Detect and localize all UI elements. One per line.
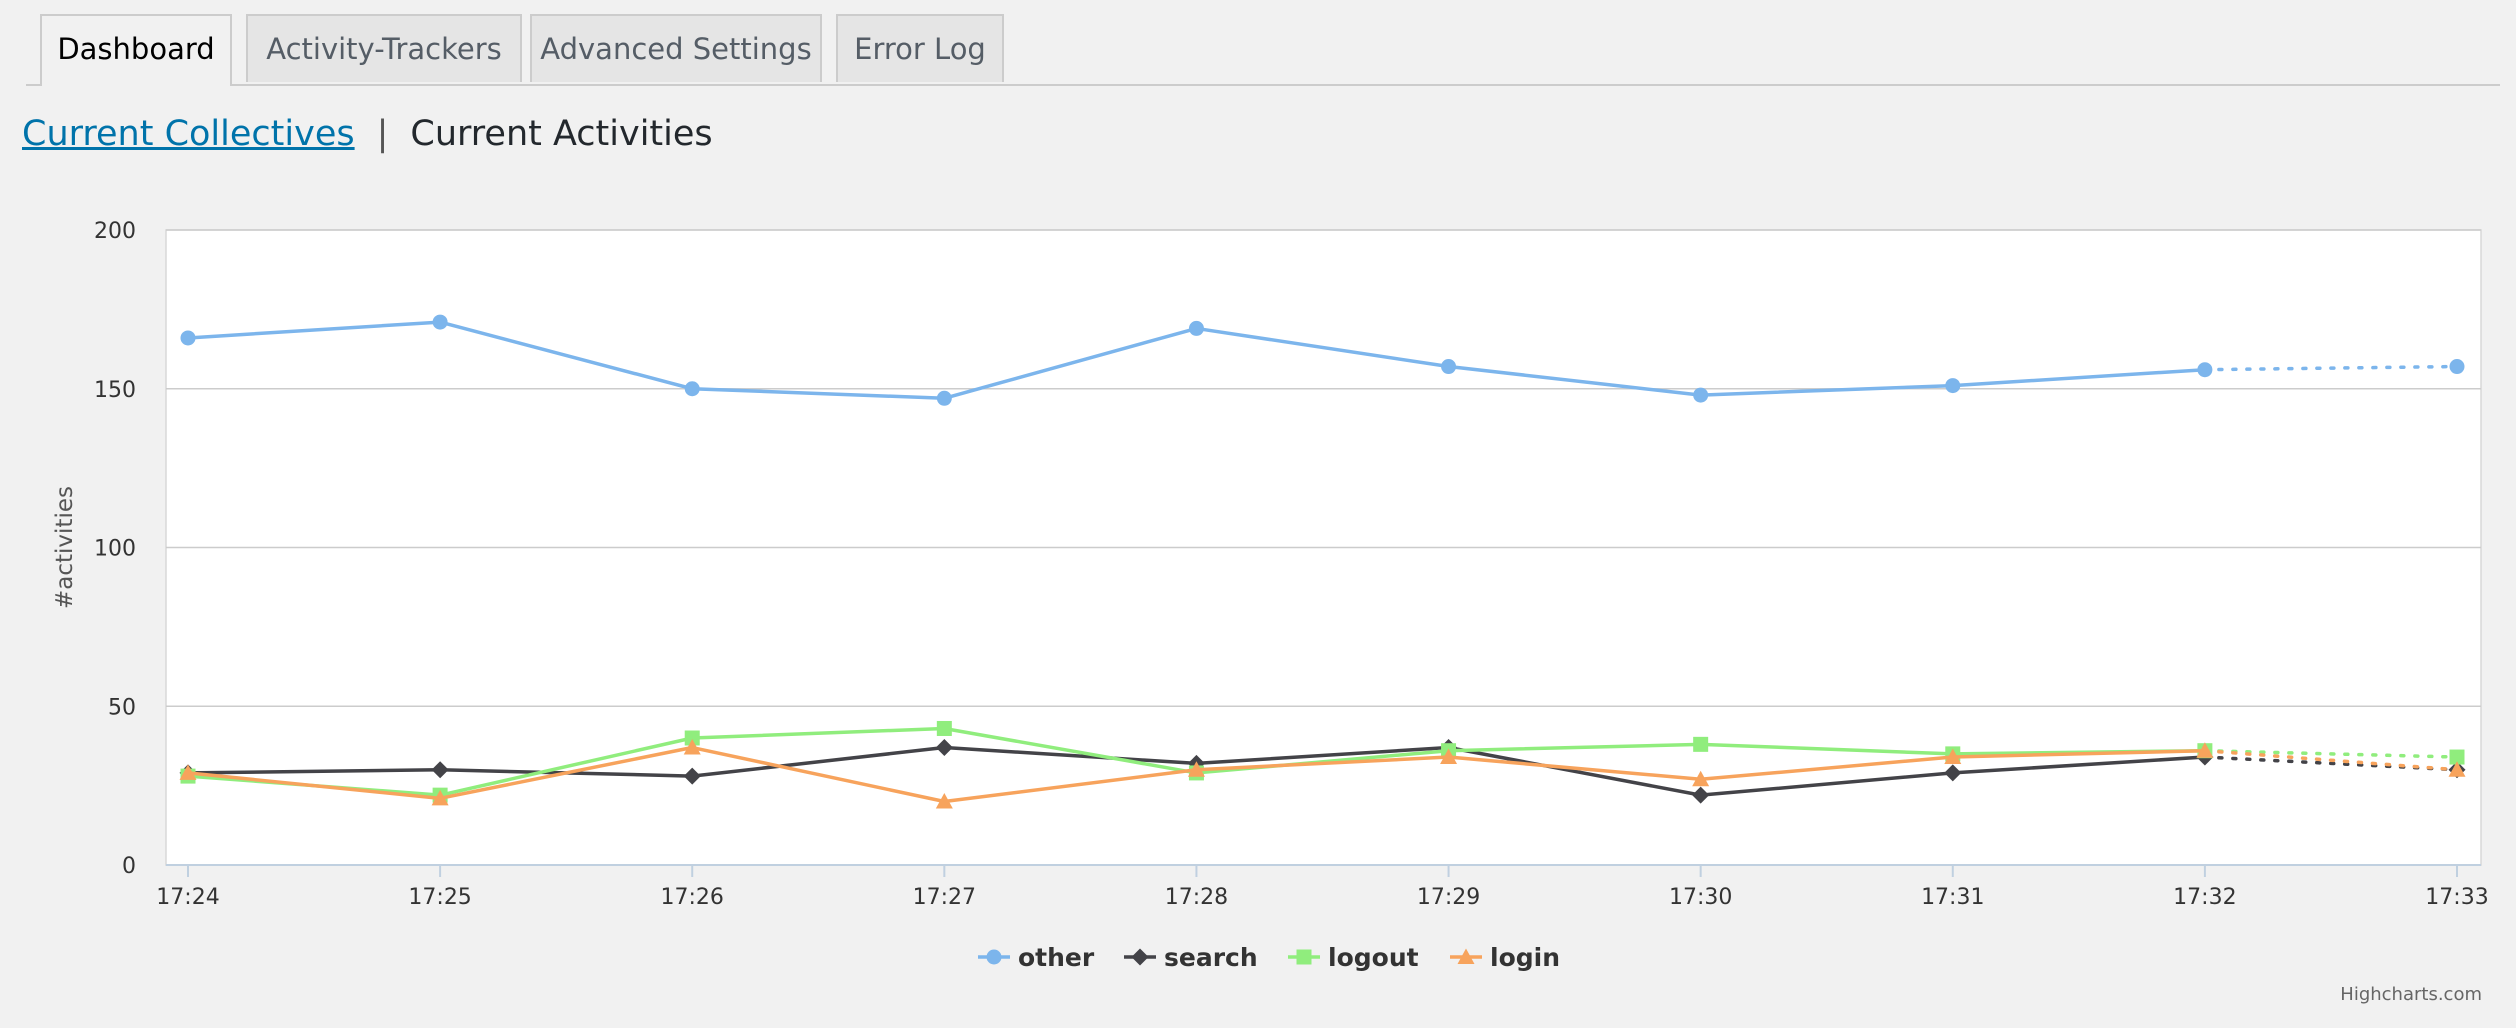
data-point-search — [683, 767, 701, 785]
x-tick-label: 17:32 — [2173, 885, 2236, 910]
y-tick-label: 150 — [94, 378, 136, 403]
data-point-logout — [2449, 749, 2465, 765]
data-point-other — [180, 330, 196, 346]
tab-advanced-settings[interactable]: Advanced Settings — [530, 14, 822, 82]
data-point-login — [431, 789, 449, 806]
y-tick-label: 100 — [94, 537, 136, 562]
x-tick-label: 17:27 — [913, 885, 976, 910]
legend-symbol — [1457, 948, 1475, 964]
tab-dashboard[interactable]: Dashboard — [40, 14, 232, 86]
data-point-other — [1441, 359, 1457, 375]
series-dotted-segment-other — [2203, 364, 2459, 372]
legend-item-search: search — [1124, 943, 1258, 972]
current-collectives-link[interactable]: Current Collectives — [22, 114, 355, 154]
data-point-login — [1440, 748, 1458, 765]
x-tick-label: 17:28 — [1165, 885, 1228, 910]
data-point-login — [2196, 742, 2214, 758]
legend-label-search: search — [1164, 943, 1258, 972]
data-point-logout — [1693, 736, 1709, 752]
current-activities-label: Current Activities — [410, 114, 713, 154]
data-point-login — [179, 764, 197, 780]
tab-activity-trackers[interactable]: Activity-Trackers — [246, 14, 522, 82]
series-login — [179, 739, 2466, 809]
data-point-search — [1944, 764, 1962, 782]
legend-symbol — [1296, 949, 1312, 965]
data-point-login — [1944, 748, 1962, 765]
series-dotted-segment-login — [2203, 748, 2459, 772]
x-tick-label: 17:24 — [156, 885, 219, 910]
legend-label-other: other — [1018, 943, 1095, 972]
x-tick-label: 17:31 — [1921, 885, 1984, 910]
data-point-login — [1187, 761, 1205, 777]
data-point-other — [1945, 378, 1961, 394]
data-point-other — [684, 381, 700, 397]
x-tick-label: 17:30 — [1669, 885, 1732, 910]
series-dotted-segment-logout — [2203, 748, 2459, 759]
legend-label-logout: logout — [1328, 943, 1419, 972]
data-point-search — [935, 739, 953, 757]
x-tick-label: 17:33 — [2425, 885, 2488, 910]
data-point-login — [683, 739, 701, 755]
x-tick-label: 17:26 — [661, 885, 724, 910]
legend-symbol — [986, 949, 1002, 965]
data-point-logout — [936, 720, 952, 736]
y-tick-label: 50 — [108, 695, 136, 720]
y-tick-label: 0 — [122, 854, 136, 879]
data-point-search — [1692, 786, 1710, 804]
legend-label-login: login — [1490, 943, 1560, 972]
legend-item-login: login — [1450, 943, 1560, 972]
data-point-other — [936, 390, 952, 406]
data-point-other — [2449, 359, 2465, 375]
tab-bar: Dashboard Activity-Trackers Advanced Set… — [26, 14, 2500, 86]
data-point-other — [1188, 320, 1204, 336]
legend-item-logout: logout — [1288, 943, 1419, 972]
data-point-other — [1693, 387, 1709, 403]
data-point-search — [431, 761, 449, 779]
legend-symbol — [1131, 948, 1149, 966]
activities-chart: 0 50 100 150 200 17:24 17:25 17:26 17:27 17:28 17:… — [52, 219, 2489, 1005]
x-tick-label: 17:25 — [408, 885, 471, 910]
x-tick-label: 17:29 — [1417, 885, 1480, 910]
subnav-separator: | — [376, 114, 389, 154]
data-point-other — [2197, 362, 2213, 378]
data-point-login — [1692, 770, 1710, 787]
subnav: Current Collectives | Current Activities — [22, 114, 713, 154]
data-point-other — [432, 314, 448, 330]
tab-error-log[interactable]: Error Log — [836, 14, 1004, 82]
data-point-logout — [684, 730, 700, 746]
series-other — [180, 314, 2465, 406]
y-axis-title: #activities — [52, 486, 78, 609]
chart-credits: Highcharts.com — [2340, 984, 2482, 1005]
data-point-login — [2448, 761, 2466, 777]
data-point-login — [935, 793, 953, 809]
y-tick-label: 200 — [94, 219, 136, 244]
legend-item-other: other — [978, 943, 1095, 972]
